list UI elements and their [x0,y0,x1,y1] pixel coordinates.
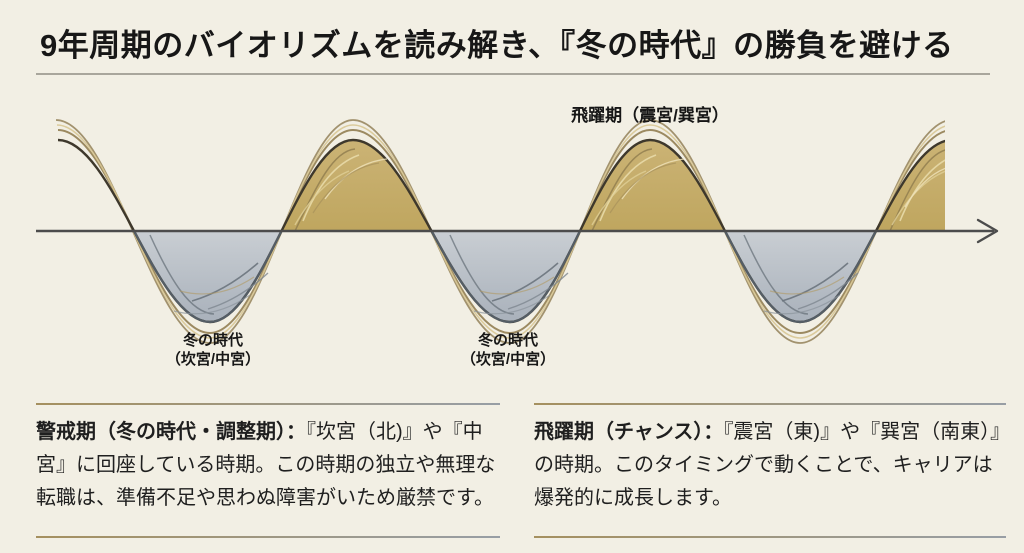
crest-highlight [324,158,388,200]
trough-outline [724,230,877,324]
trough-shade [473,294,551,315]
leap-note-text: 飛躍期（チャンス）：『震宮（東)』や『巽宮（南東）』の時期。このタイミングで動く… [534,416,1006,515]
divider [36,403,500,405]
page-title: 9年周期のバイオリズムを読み解き、『冬の時代』の勝負を避ける [40,28,954,63]
crest-highlight [899,159,945,222]
leap-crest-fill [580,140,725,231]
winter-trough-fill [725,231,876,322]
leap-note: 飛躍期（チャンス）：『震宮（東)』や『巽宮（南東）』の時期。このタイミングで動く… [534,403,1006,538]
winter-trough-fill [134,231,282,322]
crest-highlight [621,158,685,200]
trough-shade [797,272,859,310]
caution-note-body: 『坎宮（北)』や『中宮』に回座している時期。この時期の独立や無理な転職は、準備不… [36,421,496,509]
crest-highlight [591,170,647,226]
crest-highlight [312,162,380,214]
crest-highlight [599,154,657,222]
crest-highlight [609,162,677,214]
crest-highlight [891,170,945,226]
crest-highlight [904,167,945,208]
biorhythm-wave-chart [36,119,999,344]
divider [534,403,1006,405]
wave-group [55,119,945,344]
trough-shade [207,272,269,310]
trough-shade [769,276,845,295]
caution-note-lead: 警戒期（冬の時代・調整期）： [36,421,306,443]
crest-highlight [294,170,350,226]
biorhythm-chart: 飛躍期（震宮/巽宮） 冬の時代 （坎宮/中宮） 冬の時代 （坎宮/中宮） [0,95,1024,395]
trough-shade [507,272,569,310]
divider [534,536,1006,538]
echo-stroke [55,119,945,344]
leap-note-body: 『震宮（東)』や『巽宮（南東）』の時期。このタイミングで動くことで、キャリアは爆… [534,421,1001,509]
crest-inner-line [591,148,653,232]
trough-shade [479,276,555,295]
winter-period-label-2: 冬の時代 （坎宮/中宮） [460,332,556,368]
caution-note: 警戒期（冬の時代・調整期）：『坎宮（北)』や『中宮』に回座している時期。この時期… [36,403,500,538]
divider [36,536,500,538]
leap-crest-fill [281,140,432,231]
leap-note-lead: 飛躍期（チャンス）： [534,421,724,443]
axis-arrow-icon [976,218,999,244]
winter-period-label-1: 冬の時代 （坎宮/中宮） [165,332,261,368]
winter-trough-fill [431,231,580,322]
peak-period-label: 飛躍期（震宮/巽宮） [571,106,729,125]
trough-outline [133,230,283,324]
crest-inner-line [294,148,356,232]
title-divider [36,73,990,75]
trough-outline [430,230,581,324]
trough-shade [491,262,559,302]
caution-note-text: 警戒期（冬の時代・調整期）：『坎宮（北)』や『中宮』に回座している時期。この時期… [36,416,500,515]
trough-shade [191,262,259,302]
trough-shade [173,294,251,315]
trough-shade [763,294,841,315]
echo-stroke [57,128,945,335]
echo-stroke [56,124,945,339]
crest-highlight [302,154,360,222]
trough-shade [179,276,255,295]
trough-shade [781,262,849,302]
